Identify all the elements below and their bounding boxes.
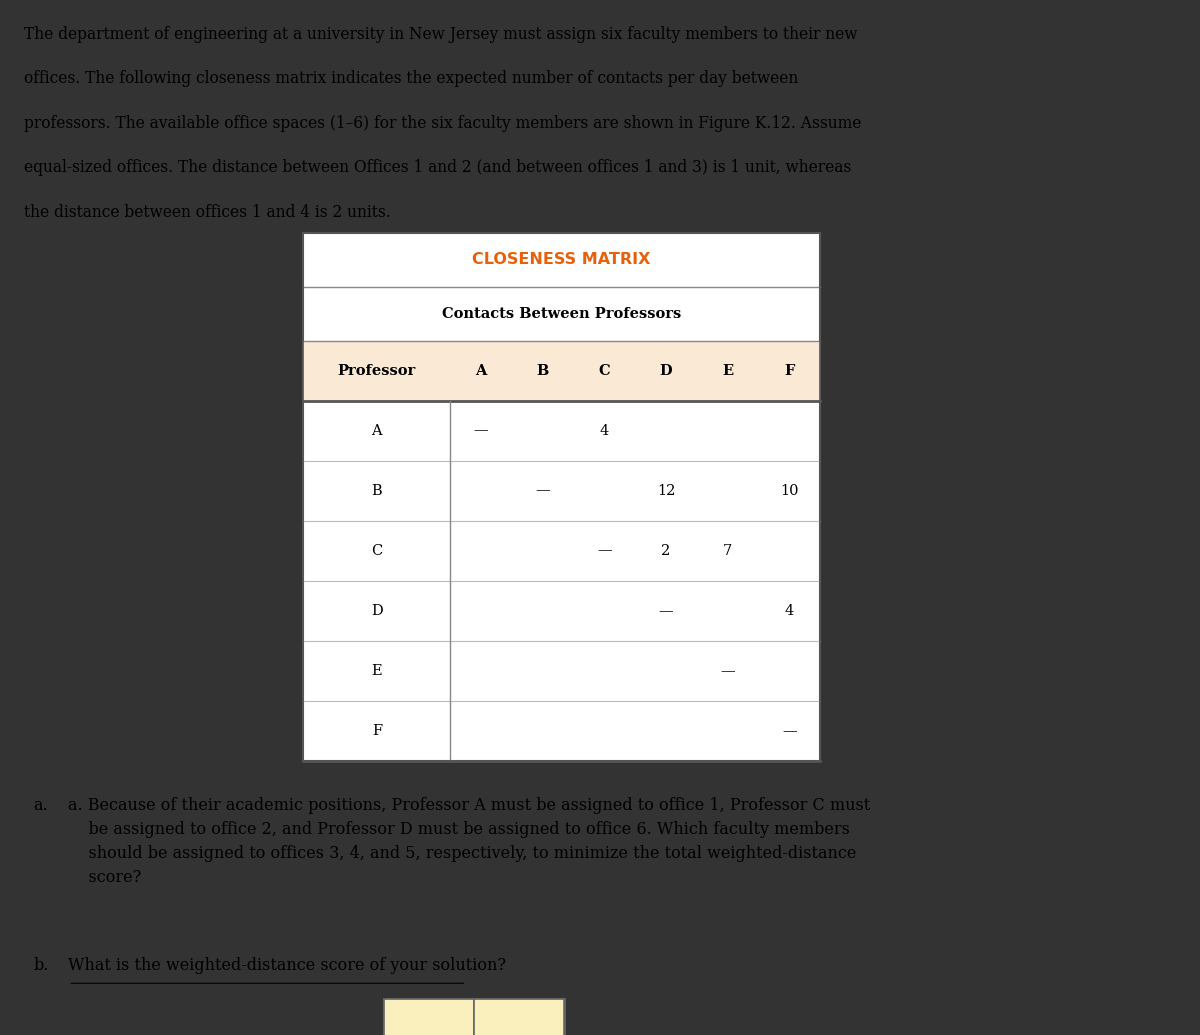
Text: a. Because of their academic positions, Professor A must be assigned to office 1: a. Because of their academic positions, …	[68, 797, 870, 886]
Text: the distance between offices 1 and 4 is 2 units.: the distance between offices 1 and 4 is …	[24, 204, 390, 220]
Text: A: A	[372, 423, 382, 438]
Text: 4: 4	[785, 603, 794, 618]
Text: —: —	[782, 723, 797, 738]
Text: professors. The available office spaces (1–6) for the six faculty members are sh: professors. The available office spaces …	[24, 115, 862, 131]
Text: b.: b.	[34, 957, 48, 974]
Bar	[304, 233, 820, 761]
Text: 4: 4	[600, 423, 608, 438]
Text: The department of engineering at a university in New Jersey must assign six facu: The department of engineering at a unive…	[24, 26, 857, 42]
Text: —: —	[474, 423, 488, 438]
Text: 7: 7	[722, 543, 732, 558]
Text: C: C	[599, 363, 610, 378]
Text: D: D	[371, 603, 383, 618]
Text: A: A	[475, 363, 487, 378]
Bar	[384, 999, 474, 1035]
Text: —: —	[720, 663, 734, 678]
Text: Contacts Between Professors: Contacts Between Professors	[442, 306, 682, 321]
Text: offices. The following closeness matrix indicates the expected number of contact: offices. The following closeness matrix …	[24, 70, 798, 87]
Bar	[304, 341, 820, 401]
Text: CLOSENESS MATRIX: CLOSENESS MATRIX	[473, 253, 650, 267]
Text: F: F	[784, 363, 794, 378]
Text: What is the weighted-distance score of your solution?: What is the weighted-distance score of y…	[68, 957, 506, 974]
Text: 12: 12	[656, 483, 676, 498]
Text: B: B	[372, 483, 382, 498]
Bar	[474, 999, 564, 1035]
Text: B: B	[536, 363, 548, 378]
Text: D: D	[660, 363, 672, 378]
Text: 10: 10	[780, 483, 798, 498]
Text: C: C	[371, 543, 383, 558]
Text: —: —	[659, 603, 673, 618]
Text: —: —	[598, 543, 612, 558]
Text: —: —	[535, 483, 550, 498]
Bar	[384, 999, 564, 1035]
Text: equal-sized offices. The distance between Offices 1 and 2 (and between offices 1: equal-sized offices. The distance betwee…	[24, 159, 851, 176]
Text: E: E	[372, 663, 382, 678]
Text: Professor: Professor	[337, 363, 416, 378]
Text: a.: a.	[34, 797, 48, 814]
Text: E: E	[722, 363, 733, 378]
Text: F: F	[372, 723, 382, 738]
Text: 2: 2	[661, 543, 671, 558]
